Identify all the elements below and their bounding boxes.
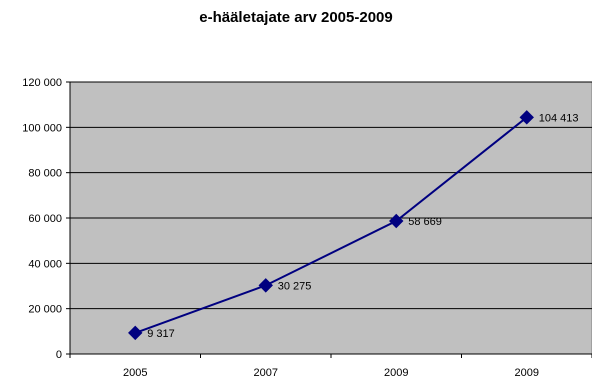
y-tick-label: 0 — [56, 349, 62, 361]
data-label: 30 275 — [278, 280, 312, 292]
data-point-marker — [128, 325, 143, 341]
y-tick-label: 120 000 — [22, 77, 62, 89]
y-tick-label: 20 000 — [28, 304, 62, 316]
data-label: 9 317 — [147, 328, 175, 340]
x-tick-label: 2005 — [123, 367, 147, 379]
x-tick-label: 2009 — [384, 367, 408, 379]
y-tick-label: 60 000 — [28, 213, 62, 225]
data-label: 58 669 — [408, 216, 442, 228]
chart-title: e-hääletajate arv 2005-2009 — [199, 9, 392, 26]
y-tick-label: 40 000 — [28, 258, 62, 270]
series-line — [134, 116, 528, 334]
data-point-marker — [258, 278, 273, 293]
y-tick-label: 80 000 — [28, 168, 62, 180]
data-label: 104 413 — [539, 112, 579, 124]
x-tick-label: 2007 — [254, 367, 278, 379]
x-tick-label: 2009 — [515, 367, 539, 379]
y-axis: 0 20 000 40 000 60 000 80 000 100 000 120 000 — [22, 77, 71, 361]
gridlines — [70, 81, 592, 310]
series-line-group — [128, 110, 534, 341]
data-point-marker — [519, 110, 534, 125]
y-tick-label: 100 000 — [22, 122, 62, 134]
data-point-marker — [389, 213, 404, 229]
x-axis: 2005 2007 2009 2009 — [69, 353, 592, 379]
data-labels: 9 317 30 275 58 669 104 413 — [147, 112, 578, 340]
